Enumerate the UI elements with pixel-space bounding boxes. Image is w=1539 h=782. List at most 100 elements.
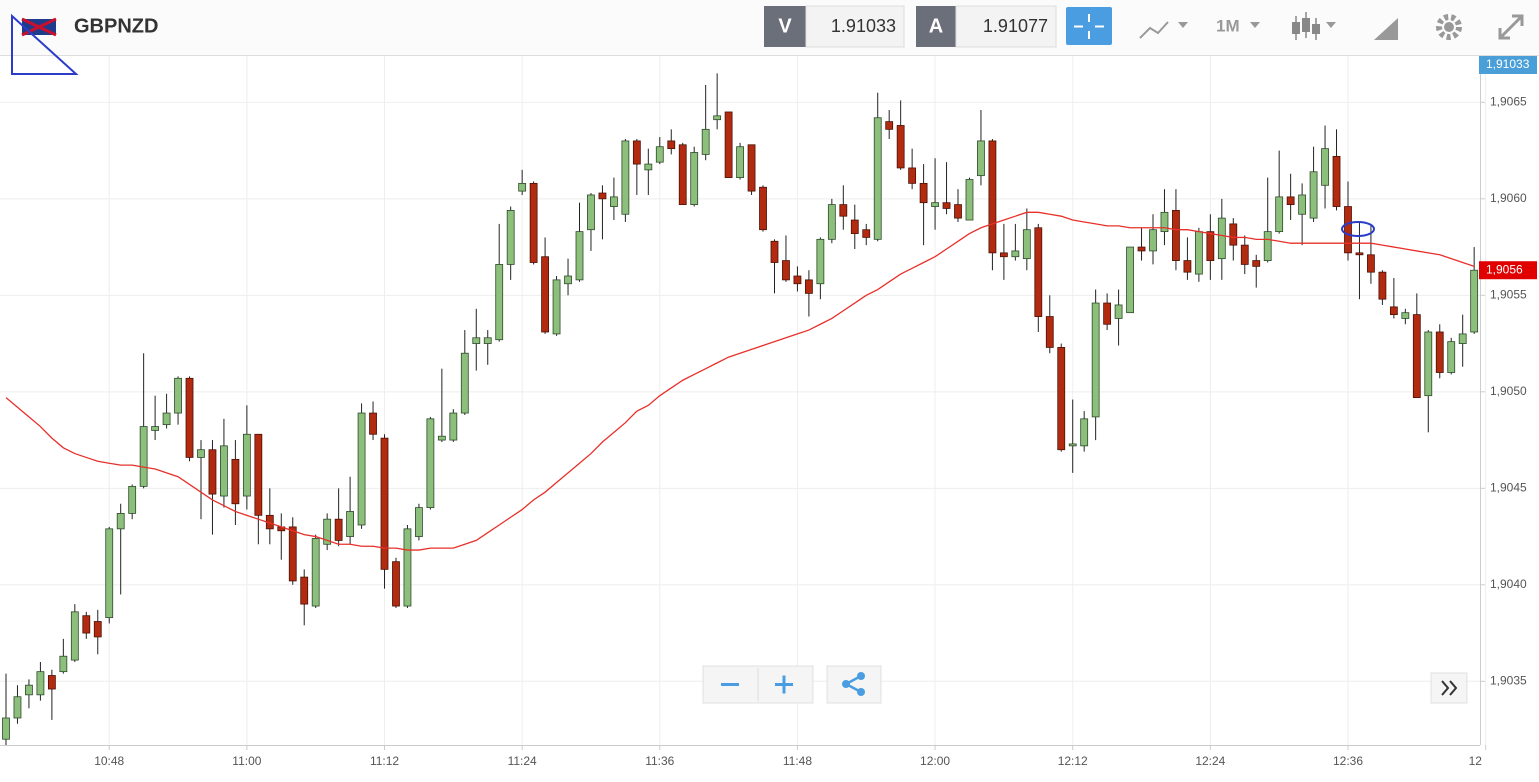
candle-body [1321, 148, 1329, 186]
ask-box[interactable] [955, 5, 1057, 48]
candle-body [759, 186, 767, 231]
candle-body [1183, 260, 1192, 273]
candle-body [506, 209, 515, 265]
candle-body [632, 140, 641, 165]
candle-body [1034, 227, 1043, 317]
candle-body [70, 611, 79, 661]
candle-body [1332, 155, 1341, 207]
scroll-right-icon [1441, 680, 1458, 696]
bid-label-box[interactable] [764, 6, 806, 47]
candle-body [357, 412, 366, 526]
bid-price-tag-box [1479, 56, 1537, 74]
candle-body [93, 621, 102, 638]
candle-body [736, 146, 744, 178]
ask-value: 1.91077 [983, 16, 1048, 36]
candle-body [919, 182, 928, 204]
draw-tool-icon[interactable] [1374, 18, 1398, 40]
candle-body [495, 264, 504, 341]
candle-body [529, 182, 538, 263]
candle-body [369, 412, 377, 435]
candle-body [552, 279, 561, 335]
x-tick-label: 11:36 [645, 754, 674, 768]
candle-body [1149, 229, 1157, 252]
ask-label-box[interactable] [916, 6, 956, 47]
share-dot [857, 672, 865, 680]
candle-body [1344, 206, 1352, 254]
candle-body [1194, 231, 1203, 275]
candle-body [116, 513, 125, 530]
candle-body [242, 433, 251, 497]
candle-body [1114, 304, 1123, 319]
settings-icon[interactable] [1436, 14, 1462, 40]
candle-body [678, 144, 687, 206]
candle-body [82, 615, 91, 634]
candle-body [231, 458, 240, 505]
x-tick-label: 12:12 [1058, 754, 1088, 768]
candle-body [323, 518, 332, 545]
zoom-in-button[interactable] [775, 675, 793, 694]
x-tick-label: 12:24 [1195, 754, 1225, 768]
candle-body [1309, 171, 1318, 219]
bid-box[interactable] [805, 5, 905, 48]
candle-body [747, 144, 756, 192]
candle-body [288, 526, 297, 582]
candle-body [437, 435, 446, 441]
crosshair-icon [1074, 14, 1104, 39]
candle-body [931, 202, 939, 207]
candle-body [1435, 331, 1444, 373]
x-tick-label: 10:48 [94, 754, 124, 768]
fullscreen-icon[interactable] [1498, 14, 1524, 40]
candle-body [105, 528, 114, 619]
candle-body [334, 518, 343, 541]
candle-body [701, 128, 710, 155]
candle-body [690, 152, 699, 206]
dropdown-arrow [1178, 22, 1188, 28]
candle-body [782, 260, 790, 281]
candle-body [128, 485, 137, 514]
candle-body [1160, 211, 1169, 233]
candle-body [770, 240, 779, 263]
candle-body [1367, 254, 1375, 273]
candle-body [1172, 209, 1180, 261]
y-tick-label: 1,9045 [1490, 480, 1527, 494]
candle-body [1091, 302, 1100, 418]
drawn-triangle [11, 13, 79, 75]
y-tick-label: 1,9040 [1490, 577, 1527, 591]
candle-body [1103, 302, 1112, 325]
chart-type-icon[interactable] [1139, 21, 1169, 39]
candles-icon-body [1302, 18, 1310, 32]
candle-body [311, 538, 320, 607]
x-tick-label: 11:00 [232, 754, 261, 768]
candle-body [1080, 418, 1089, 447]
crosshair-button[interactable] [1066, 7, 1112, 45]
candle-body [392, 561, 400, 607]
y-tick-label: 1,9060 [1490, 191, 1527, 205]
candle-body [1217, 217, 1226, 260]
candle-body [1011, 250, 1020, 258]
candle-body [13, 696, 22, 719]
candle-body [415, 507, 423, 537]
settings-icon-core [1444, 22, 1454, 32]
y-tick-label: 1,9050 [1490, 384, 1527, 398]
symbol: GBPNZD [74, 15, 158, 37]
candle-body [610, 196, 618, 207]
candle-body [1286, 196, 1295, 206]
candle-body [1389, 306, 1398, 316]
share-dot [842, 680, 850, 688]
timeframe[interactable]: 1M [1216, 16, 1240, 35]
candle-body [151, 426, 160, 431]
candle-body [862, 229, 871, 238]
candle-body [1424, 331, 1433, 397]
candle-body [300, 576, 309, 605]
candle-body [460, 352, 469, 414]
y-tick-label: 1,9065 [1490, 94, 1527, 108]
candle-body [208, 449, 217, 495]
candle-body [380, 437, 389, 570]
candle-body [850, 219, 859, 234]
candle-body [942, 202, 951, 209]
candle-body [1126, 246, 1134, 314]
candle-body [908, 167, 917, 184]
candle-body [1355, 252, 1364, 256]
candle-body [827, 204, 836, 240]
moving-average [5, 211, 1475, 551]
